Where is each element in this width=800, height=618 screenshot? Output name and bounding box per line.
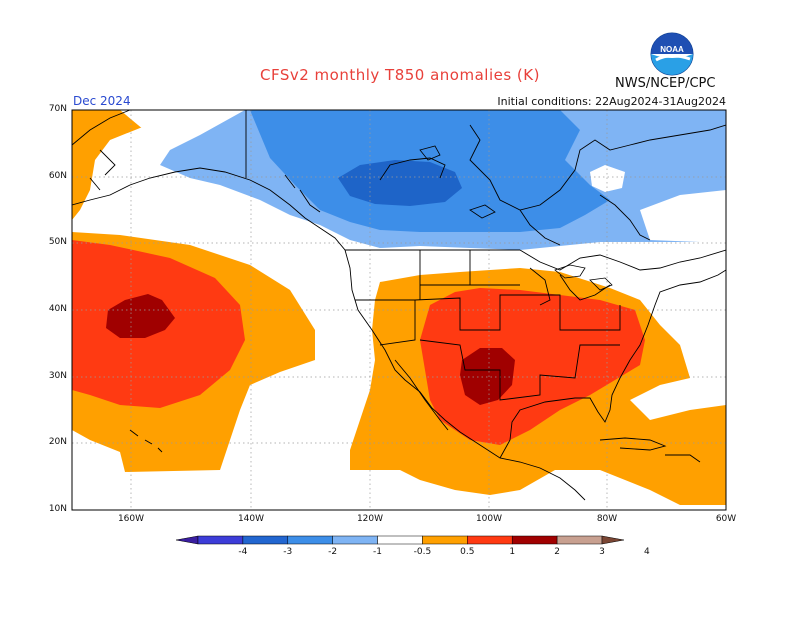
lat-label: 10N	[48, 504, 67, 514]
colorbar-label: 2	[554, 547, 560, 557]
colorbar-label: -3	[283, 547, 293, 557]
coastlines	[72, 110, 726, 501]
valid-month: Dec 2024	[73, 94, 131, 108]
colorbar-label: 3	[599, 547, 605, 557]
lat-label: 30N	[48, 371, 67, 381]
lon-label: 120W	[356, 514, 384, 524]
colorbar-label: -2	[328, 547, 338, 557]
warm-anomaly-1-2-us	[420, 288, 645, 445]
cold-anomaly-2-3	[338, 160, 462, 206]
warm-anomaly-2-3-pacific	[106, 294, 175, 338]
colorbar-label: -0.5	[413, 547, 432, 557]
lat-label: 60N	[48, 171, 67, 181]
colorbar-label: -1	[373, 547, 383, 557]
colorbar-label: 4	[644, 547, 650, 557]
lon-label: 60W	[715, 514, 737, 524]
lat-label: 40N	[48, 304, 67, 314]
warm-anomaly-0p5-1	[72, 110, 170, 220]
lon-label: 100W	[475, 514, 503, 524]
lat-label: 50N	[48, 237, 67, 247]
colorbar-label: -4	[238, 547, 248, 557]
logo-text: NOAA	[660, 45, 684, 54]
warm-anomaly-2-3-texas	[460, 348, 515, 405]
map-title: CFSv2 monthly T850 anomalies (K)	[260, 66, 540, 84]
lat-label: 70N	[48, 104, 67, 114]
lakes	[419, 145, 613, 291]
colorbar-label: 1	[509, 547, 516, 557]
colorbar-label: 0.5	[460, 547, 475, 557]
noaa-logo: NOAA	[650, 32, 694, 76]
lon-label: 140W	[237, 514, 265, 524]
lon-label: 160W	[117, 514, 145, 524]
lat-label: 20N	[48, 437, 67, 447]
initial-conditions: Initial conditions: 22Aug2024-31Aug2024	[497, 95, 726, 108]
lon-label: 80W	[596, 514, 618, 524]
agency-label: NWS/NCEP/CPC	[615, 76, 716, 91]
